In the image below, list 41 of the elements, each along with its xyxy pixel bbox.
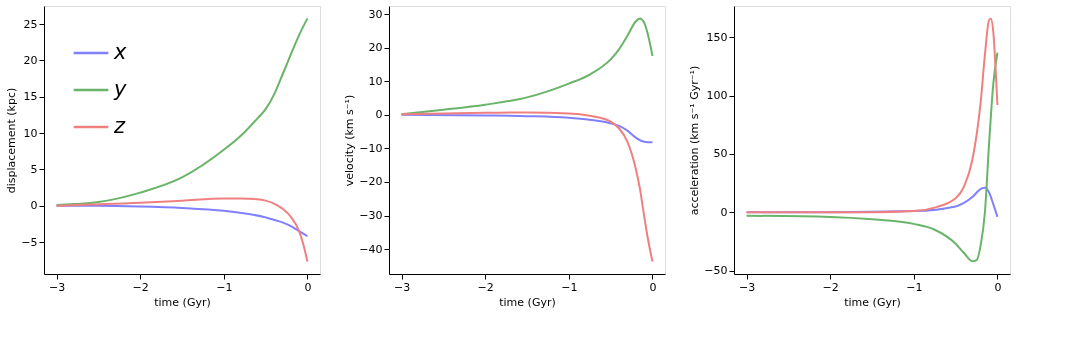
x-axis-title: time (Gyr) [154, 295, 211, 309]
x-tick-label: −3 [738, 280, 756, 294]
x-axis-title: time (Gyr) [844, 295, 901, 309]
y-axis-title: velocity (km s⁻¹) [343, 94, 357, 187]
y-tick-label: −50 [704, 264, 728, 277]
x-tick-label: −3 [48, 280, 66, 294]
y-tick-label: −20 [359, 175, 383, 189]
y-tick-label: 25 [23, 17, 38, 31]
x-tick-label: 0 [304, 280, 312, 294]
y-tick-label: 100 [706, 89, 728, 103]
x-tick-label: −2 [132, 280, 149, 294]
x-tick-label: −3 [393, 280, 411, 294]
x-tick-label: −2 [822, 280, 839, 294]
x-axis-title: time (Gyr) [499, 295, 556, 309]
legend-label: x [113, 40, 127, 64]
legend-label: z [113, 114, 126, 138]
legend-label: y [113, 77, 127, 101]
y-axis-title: acceleration (km s⁻¹ Gyr⁻¹) [688, 65, 702, 216]
x-tick-label: −1 [216, 280, 233, 294]
y-tick-label: 15 [23, 90, 38, 104]
y-tick-label: 10 [368, 74, 383, 88]
y-tick-label: −5 [21, 235, 38, 249]
y-tick-label: −10 [359, 141, 383, 155]
y-tick-label: 10 [23, 126, 38, 140]
y-tick-label: 0 [30, 199, 38, 213]
x-tick-label: 0 [994, 280, 1002, 294]
y-tick-label: 5 [30, 162, 38, 176]
y-tick-label: 30 [368, 7, 383, 21]
y-axis-title: displacement (kpc) [5, 87, 19, 194]
x-tick-label: −1 [906, 280, 923, 294]
x-tick-label: 0 [649, 280, 657, 294]
y-tick-label: 150 [706, 30, 728, 44]
y-tick-label: −40 [359, 242, 383, 256]
y-tick-label: 50 [713, 147, 728, 161]
y-tick-label: 20 [368, 41, 383, 55]
x-tick-label: −2 [477, 280, 494, 294]
y-tick-label: 0 [720, 205, 728, 219]
y-tick-label: 0 [375, 108, 383, 122]
y-tick-label: 20 [23, 53, 38, 67]
x-tick-label: −1 [561, 280, 578, 294]
y-tick-label: −30 [359, 209, 383, 223]
